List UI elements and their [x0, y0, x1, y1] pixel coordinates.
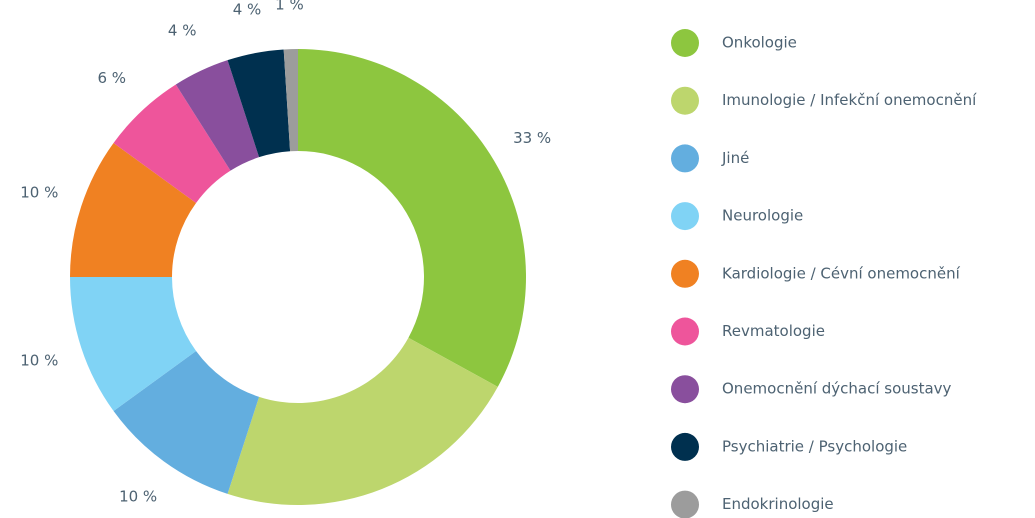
slice	[70, 277, 197, 412]
legend-swatch	[671, 202, 699, 231]
legend-label: Endokrinologie	[722, 495, 834, 513]
legend-label: Psychiatrie / Psychologie	[722, 437, 907, 455]
slice	[113, 84, 231, 203]
slice	[298, 49, 526, 387]
value-label: 6 %	[98, 69, 127, 87]
legend-swatch	[671, 432, 699, 461]
slice	[283, 49, 298, 152]
value-label: 4 %	[168, 21, 197, 39]
value-label: 1 %	[275, 0, 304, 14]
legend-swatch	[671, 29, 699, 57]
legend-swatch	[671, 375, 699, 404]
legend-label: Revmatologie	[722, 322, 825, 340]
slice	[70, 142, 197, 277]
legend-swatch	[671, 259, 699, 288]
slice	[175, 60, 260, 171]
legend-swatch	[671, 144, 699, 173]
slice	[227, 337, 498, 506]
legend-swatch	[671, 317, 699, 346]
slice	[227, 49, 291, 158]
value-label: 10 %	[20, 183, 58, 201]
slice	[113, 351, 260, 494]
value-label: 10 %	[119, 488, 157, 506]
legend-label: Onkologie	[722, 34, 797, 52]
value-label: 33 %	[513, 129, 551, 147]
legend-label: Kardiologie / Cévní onemocnění	[722, 264, 961, 282]
legend-label: Imunologie / Infekční onemocnění	[722, 91, 977, 109]
legend-swatch	[671, 86, 699, 115]
legend-label: Jiné	[721, 149, 749, 167]
legend-label: Neurologie	[722, 207, 803, 225]
legend-label: Onemocnění dýchací soustavy	[722, 380, 952, 398]
value-label: 4 %	[233, 0, 262, 18]
value-label: 10 %	[20, 352, 58, 370]
legend-swatch	[671, 490, 699, 518]
